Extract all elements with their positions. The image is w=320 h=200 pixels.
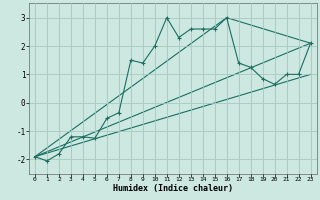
- X-axis label: Humidex (Indice chaleur): Humidex (Indice chaleur): [113, 184, 233, 193]
